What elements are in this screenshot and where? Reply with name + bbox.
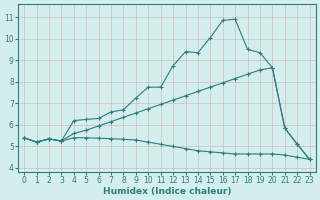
X-axis label: Humidex (Indice chaleur): Humidex (Indice chaleur) — [103, 187, 231, 196]
